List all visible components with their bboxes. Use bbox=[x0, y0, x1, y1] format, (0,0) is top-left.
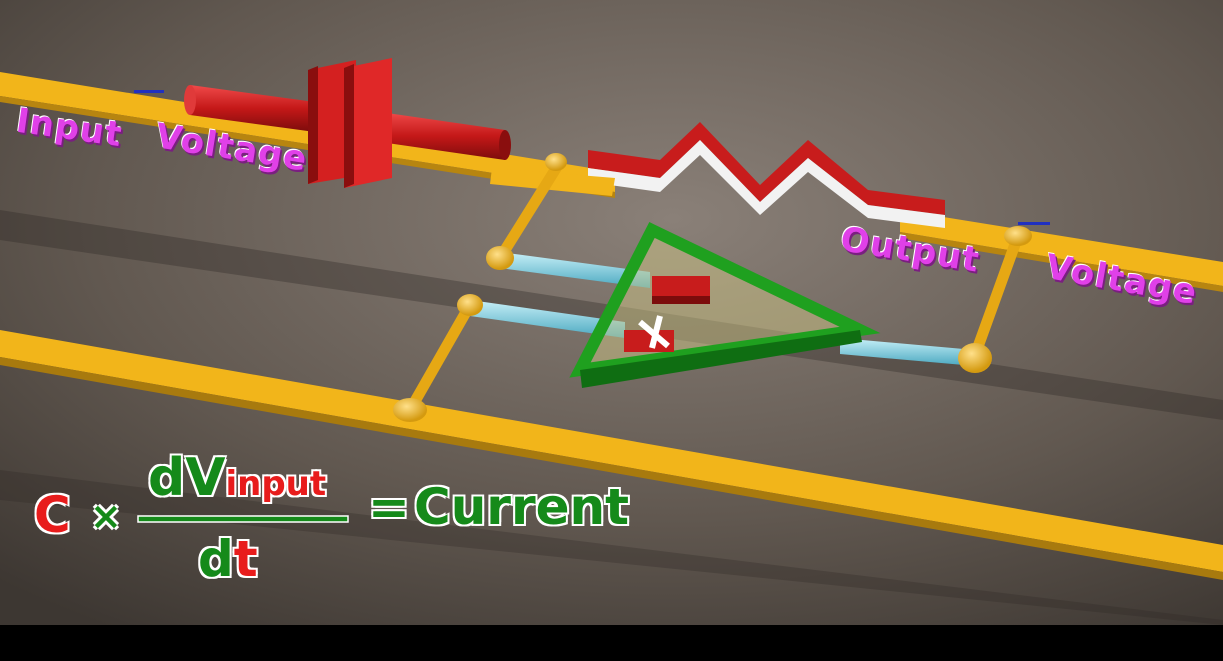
junction-nodes bbox=[393, 153, 1032, 422]
top-rail-right-edge bbox=[900, 232, 1223, 292]
letterbox-bar bbox=[0, 625, 1223, 661]
node bbox=[486, 246, 514, 270]
ground-rail bbox=[0, 330, 1223, 572]
terminal-marker bbox=[1018, 222, 1050, 225]
opamp-leads bbox=[470, 252, 975, 366]
top-rail-left-edge bbox=[0, 96, 615, 198]
opamp bbox=[569, 222, 881, 388]
plus-sign bbox=[624, 330, 674, 352]
eq-capacitance: C bbox=[34, 486, 71, 544]
eq-times: × bbox=[90, 494, 122, 538]
minus-sign bbox=[652, 276, 710, 296]
capacitor bbox=[184, 58, 511, 188]
eq-subscript: input bbox=[225, 464, 327, 504]
shadow-streak bbox=[0, 470, 1223, 625]
fraction-bar bbox=[137, 515, 349, 523]
resistor bbox=[588, 122, 945, 228]
wires bbox=[404, 156, 1024, 416]
eq-dv-text: dV bbox=[148, 448, 226, 508]
node bbox=[958, 343, 992, 373]
eq-equals: = bbox=[368, 478, 410, 536]
node bbox=[545, 153, 567, 171]
top-rail-right bbox=[900, 210, 1223, 286]
node bbox=[1004, 226, 1032, 246]
terminal-marker bbox=[134, 90, 164, 93]
eq-dt: dt bbox=[198, 530, 258, 588]
eq-d: d bbox=[198, 530, 234, 588]
eq-t: t bbox=[233, 530, 258, 588]
node bbox=[457, 294, 483, 316]
top-rail-left bbox=[0, 72, 615, 192]
eq-dv: dVinput bbox=[148, 448, 326, 508]
node bbox=[393, 398, 427, 422]
ground-rail-edge bbox=[0, 357, 1223, 580]
eq-current: Current bbox=[414, 478, 630, 536]
